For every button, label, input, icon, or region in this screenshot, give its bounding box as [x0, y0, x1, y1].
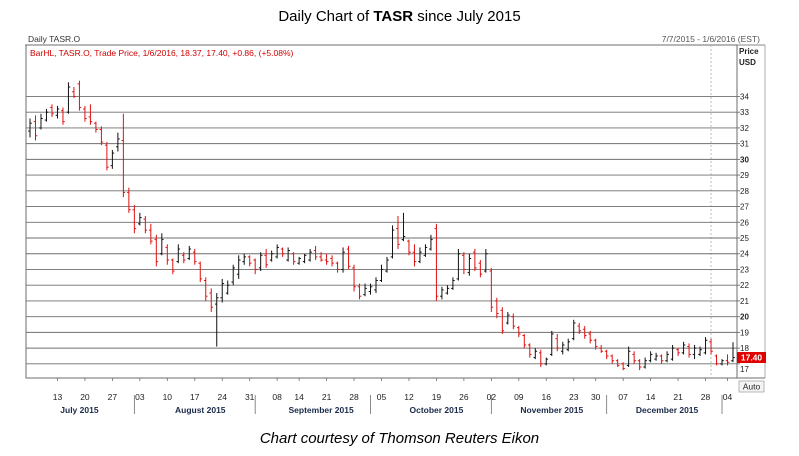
- date-tick-label: 14: [294, 392, 304, 402]
- price-tick-label: 26: [740, 218, 749, 227]
- last-price-badge: [737, 352, 766, 363]
- price-tick-label: 23: [740, 265, 749, 274]
- date-tick-label: 14: [646, 392, 656, 402]
- price-tick-label: 34: [740, 92, 749, 101]
- date-axis: 13 20 27 03 10 17 24 31 08 14 21 28 05 12 19 26 02 09 16 23…: [53, 378, 733, 415]
- date-tick-label: 27: [108, 392, 118, 402]
- plot-border: [25, 44, 738, 379]
- price-tick-label: 31: [740, 140, 749, 149]
- date-tick-label: 19: [432, 392, 442, 402]
- month-label: October 2015: [409, 405, 463, 415]
- price-tick-label: 17: [740, 365, 749, 374]
- price-gridlines: [26, 95, 737, 365]
- auto-scale-label: Auto: [743, 382, 761, 392]
- chart-caption: Chart courtesy of Thomson Reuters Eikon: [259, 430, 540, 447]
- date-tick-label: 20: [80, 392, 90, 402]
- currency-label: USD: [739, 58, 756, 67]
- month-label: August 2015: [175, 405, 226, 415]
- date-tick-label: 28: [701, 392, 711, 402]
- price-tick-label: 30: [740, 155, 749, 164]
- date-tick-label: 04: [723, 392, 733, 402]
- price-tick-label: 25: [740, 234, 749, 243]
- chart-frame: [25, 44, 766, 379]
- legend-text: BarHL, TASR.O, Trade Price, 1/6/2016, 18…: [30, 48, 294, 58]
- price-axis-label: Price: [739, 47, 759, 56]
- date-tick-label: 21: [322, 392, 332, 402]
- panel-title: Daily TASR.O: [28, 34, 81, 44]
- month-label: September 2015: [288, 405, 353, 415]
- month-label: December 2015: [636, 405, 699, 415]
- month-label: July 2015: [60, 405, 99, 415]
- price-tick-label: 28: [740, 187, 749, 196]
- date-tick-label: 24: [217, 392, 227, 402]
- headline-symbol: TASR: [373, 8, 414, 25]
- ohlc-bars: [28, 80, 735, 371]
- date-tick-label: 23: [569, 392, 579, 402]
- price-tick-label: 18: [740, 344, 749, 353]
- date-tick-label: 30: [591, 392, 601, 402]
- price-tick-label: 20: [740, 313, 749, 322]
- date-tick-label: 03: [135, 392, 145, 402]
- date-tick-label: 21: [673, 392, 683, 402]
- date-tick-label: 05: [377, 392, 387, 402]
- date-tick-label: 17: [190, 392, 200, 402]
- price-tick-label: 29: [740, 171, 749, 180]
- date-tick-label: 28: [349, 392, 359, 402]
- month-label: November 2015: [520, 405, 583, 415]
- price-tick-label: 19: [740, 328, 749, 337]
- price-tick-label: 24: [740, 250, 749, 259]
- date-range: 7/7/2015 - 1/6/2016 (EST): [662, 34, 760, 44]
- headline-suffix: since July 2015: [413, 8, 521, 25]
- auto-scale-button[interactable]: [738, 380, 765, 393]
- date-tick-label: 12: [404, 392, 414, 402]
- last-price-label: 17.40: [741, 353, 763, 363]
- price-tick-label: 22: [740, 281, 749, 290]
- date-tick-label: 09: [514, 392, 524, 402]
- page-headline: Daily Chart of TASR since July 2015: [0, 8, 799, 25]
- price-chart: 34 33 32 31 30 29 28 27 26 25 24 23 22 21 20 19 18 17 13 2…: [25, 34, 766, 415]
- price-axis: 34 33 32 31 30 29 28 27 26 25 24 23 22 21 20 19 18 17: [737, 92, 749, 374]
- date-tick-label: 31: [245, 392, 255, 402]
- date-tick-label: 16: [542, 392, 552, 402]
- price-tick-label: 32: [740, 124, 749, 133]
- headline-prefix: Daily Chart of: [278, 8, 374, 25]
- price-tick-label: 21: [740, 297, 749, 306]
- date-tick-label: 26: [459, 392, 469, 402]
- date-tick-label: 08: [272, 392, 282, 402]
- price-tick-label: 33: [740, 108, 749, 117]
- date-tick-label: 07: [618, 392, 628, 402]
- price-tick-label: 27: [740, 203, 749, 212]
- date-tick-label: 13: [53, 392, 63, 402]
- date-tick-label: 10: [163, 392, 173, 402]
